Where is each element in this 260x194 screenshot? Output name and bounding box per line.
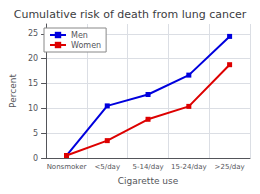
svg-text:Cigarette use: Cigarette use [118, 176, 179, 186]
svg-text:<5/day: <5/day [94, 163, 120, 171]
svg-text:Cumulative risk of death from: Cumulative risk of death from lung cance… [14, 8, 247, 21]
svg-text:0: 0 [33, 154, 38, 163]
svg-text:Women: Women [71, 41, 101, 50]
svg-text:Nonsmoker: Nonsmoker [47, 163, 87, 171]
svg-text:5: 5 [33, 129, 38, 138]
svg-text:20: 20 [28, 54, 38, 63]
svg-text:25: 25 [28, 29, 38, 38]
svg-text:15: 15 [28, 79, 38, 88]
svg-text:5-14/day: 5-14/day [132, 163, 163, 171]
svg-text:10: 10 [28, 104, 38, 113]
svg-text:Percent: Percent [8, 74, 18, 108]
svg-text:Men: Men [71, 31, 88, 40]
svg-text:15-24/day: 15-24/day [171, 163, 207, 171]
svg-text:>25/day: >25/day [215, 163, 245, 171]
